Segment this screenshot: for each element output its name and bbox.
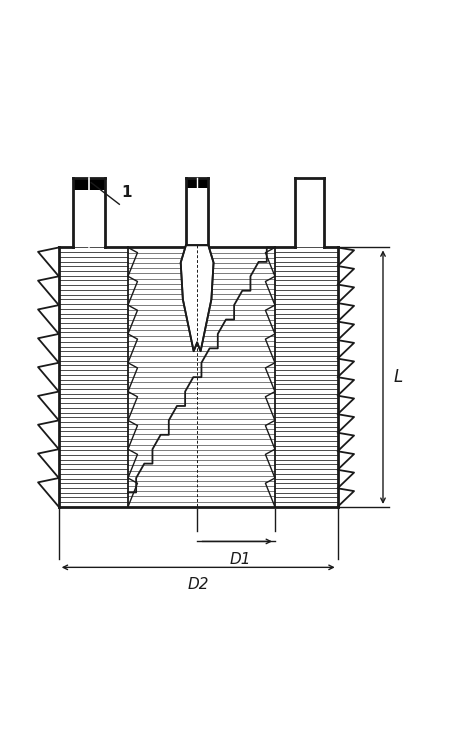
- Text: L: L: [394, 368, 403, 386]
- Text: 1: 1: [121, 185, 132, 200]
- Bar: [73, 178, 105, 190]
- Text: D1: D1: [230, 552, 251, 567]
- Bar: [186, 178, 208, 188]
- Polygon shape: [181, 245, 213, 351]
- Text: D2: D2: [187, 577, 209, 592]
